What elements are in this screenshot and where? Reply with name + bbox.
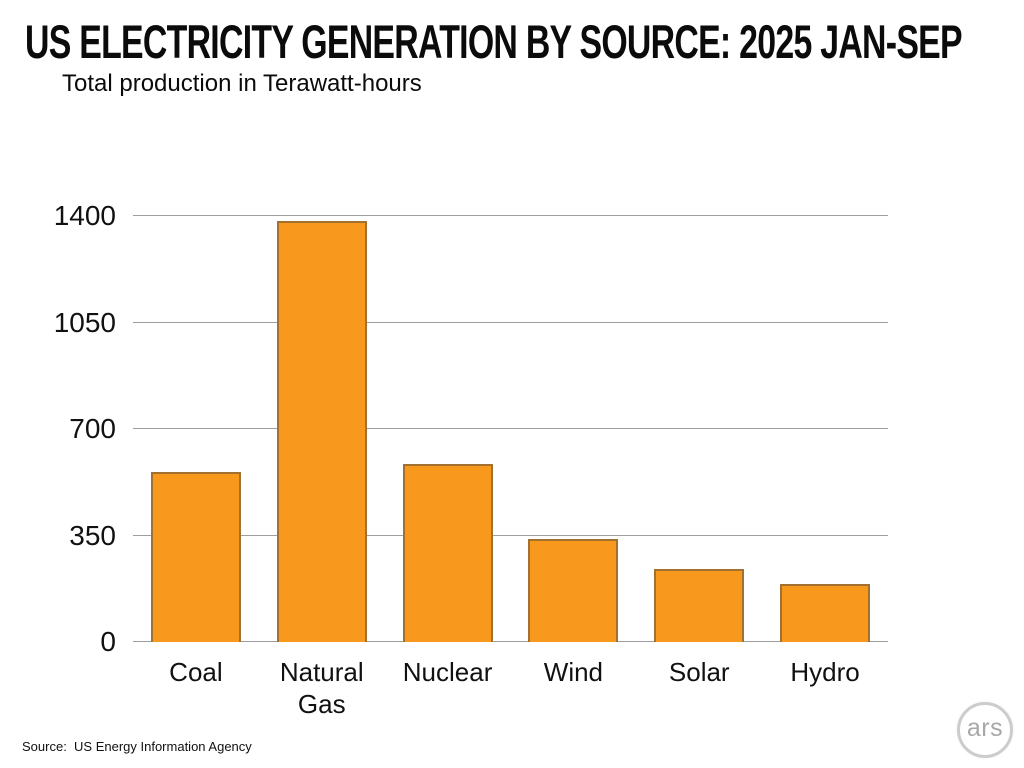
gridline-1400 xyxy=(133,215,888,216)
bar-nuclear xyxy=(402,464,493,642)
x-axis-label-coal: Coal xyxy=(169,657,223,687)
source-credit: Source: US Energy Information Agency xyxy=(22,739,252,754)
y-tick-label-350: 350 xyxy=(69,519,116,551)
bar-solar xyxy=(654,568,745,642)
chart-subtitle: Total production in Terawatt-hours xyxy=(62,70,422,97)
gridline-1050 xyxy=(133,321,888,323)
ars-technica-logo: ars xyxy=(957,702,1013,758)
x-axis-label-wind: Wind xyxy=(543,657,604,687)
y-tick-label-0: 0 xyxy=(100,626,116,657)
gridline-700 xyxy=(133,428,888,429)
y-tick-label-1400: 1400 xyxy=(53,200,116,231)
bar-natural-gas xyxy=(276,220,367,642)
x-axis-label-nuclear: Nuclear xyxy=(402,657,493,687)
gridline-350 xyxy=(133,534,888,536)
bar-coal xyxy=(150,471,241,642)
ars-logo-text: ars xyxy=(966,714,1004,742)
x-axis-label-natural-gas: Natural Gas xyxy=(279,657,364,719)
x-axis-label-solar: Solar xyxy=(668,657,730,687)
x-axis-label-hydro: Hydro xyxy=(790,657,860,687)
bar-chart-plot-area: 0 350 700 1050 1400 Coal Natural Gas Nuclear Win… xyxy=(54,201,888,719)
y-tick-label-700: 700 xyxy=(69,413,116,444)
bar-hydro xyxy=(780,584,871,642)
y-tick-label-1050: 1050 xyxy=(53,306,116,338)
page-title: US ELECTRICITY GENERATION BY SOURCE: 202… xyxy=(25,15,963,68)
bar-wind xyxy=(528,538,619,642)
x-axis-baseline xyxy=(133,641,888,642)
